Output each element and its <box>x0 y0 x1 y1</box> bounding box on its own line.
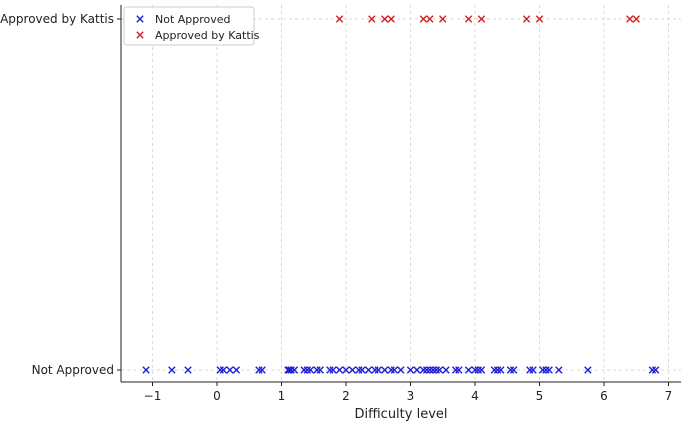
data-point <box>326 366 334 374</box>
data-point <box>526 366 534 374</box>
data-point <box>477 15 486 23</box>
data-point <box>313 366 321 374</box>
data-point <box>545 366 553 374</box>
y-tick-label: Approved by Kattis <box>0 12 114 26</box>
data-point <box>316 366 324 374</box>
data-point <box>290 366 299 374</box>
legend-box <box>123 6 255 46</box>
data-point <box>451 366 460 374</box>
data-point <box>371 366 379 374</box>
data-point <box>284 366 292 374</box>
x-tick-label: 3 <box>407 389 415 403</box>
legend-marker <box>136 31 144 39</box>
data-point <box>626 15 634 23</box>
data-point <box>226 366 234 374</box>
x-tick-label: 7 <box>665 389 673 403</box>
data-point <box>355 366 363 374</box>
data-point <box>555 366 563 374</box>
x-tick-label: 1 <box>278 389 286 403</box>
x-tick-label: 2 <box>342 389 350 403</box>
data-point <box>306 366 315 374</box>
data-point <box>219 366 228 374</box>
data-point <box>426 15 434 23</box>
data-point <box>535 15 544 23</box>
data-point <box>390 366 399 374</box>
x-ticks: −1 0 1 2 3 4 5 6 7 <box>144 382 673 403</box>
plot-area-frame <box>120 5 681 383</box>
data-point <box>387 366 395 374</box>
data-point <box>419 15 428 23</box>
data-point <box>216 366 224 374</box>
data-point <box>258 366 266 374</box>
data-point <box>406 366 415 374</box>
x-tick-label: 4 <box>471 389 479 403</box>
data-point <box>651 366 660 374</box>
data-point <box>464 366 473 374</box>
data-point <box>426 366 434 374</box>
data-points <box>142 15 660 374</box>
data-point <box>429 366 437 374</box>
data-point <box>439 15 447 23</box>
data-point <box>493 366 502 374</box>
data-point <box>413 366 421 374</box>
legend-label: Not Approved <box>155 13 231 26</box>
data-point <box>432 366 440 374</box>
legend: Not Approved Approved by Kattis <box>123 6 260 46</box>
data-point <box>368 15 376 23</box>
data-point <box>232 366 241 374</box>
data-point <box>455 366 463 374</box>
data-point <box>342 366 350 374</box>
data-point <box>529 366 537 374</box>
data-point <box>255 366 263 374</box>
data-point <box>632 15 640 23</box>
data-point <box>397 366 405 374</box>
data-point <box>584 366 592 374</box>
data-point <box>422 366 431 374</box>
data-point <box>497 366 505 374</box>
data-point <box>510 366 518 374</box>
data-point <box>168 366 176 374</box>
data-point <box>522 15 531 23</box>
data-point <box>300 366 308 374</box>
data-point <box>490 366 499 374</box>
data-point <box>287 366 295 374</box>
data-point <box>381 15 389 23</box>
legend-label: Approved by Kattis <box>155 29 260 42</box>
data-point <box>335 366 344 374</box>
data-point <box>471 366 479 374</box>
data-point <box>374 366 382 374</box>
data-point <box>477 366 486 374</box>
legend-marker <box>136 15 144 23</box>
data-point <box>474 366 482 374</box>
data-point <box>329 366 337 374</box>
gridlines <box>121 5 681 382</box>
data-point <box>303 366 311 374</box>
data-point <box>542 366 550 374</box>
y-ticks: Not Approved Approved by Kattis <box>0 12 121 377</box>
x-tick-label: 5 <box>536 389 544 403</box>
x-tick-label: 0 <box>213 389 221 403</box>
data-point <box>506 366 515 374</box>
data-point <box>435 366 444 374</box>
x-tick-label: −1 <box>144 389 162 403</box>
x-tick-label: 6 <box>600 389 608 403</box>
data-point <box>419 366 428 374</box>
data-point <box>348 366 357 374</box>
data-point <box>142 366 150 374</box>
data-point <box>358 366 366 374</box>
data-point <box>335 15 344 23</box>
data-point <box>539 366 547 374</box>
x-axis-title: Difficulty level <box>354 407 447 422</box>
data-point <box>648 366 657 374</box>
data-point <box>364 366 373 374</box>
data-point <box>184 366 192 374</box>
y-tick-label: Not Approved <box>32 363 114 377</box>
data-point <box>381 366 389 374</box>
data-point <box>464 15 473 23</box>
data-point <box>442 366 450 374</box>
data-point <box>387 15 395 23</box>
